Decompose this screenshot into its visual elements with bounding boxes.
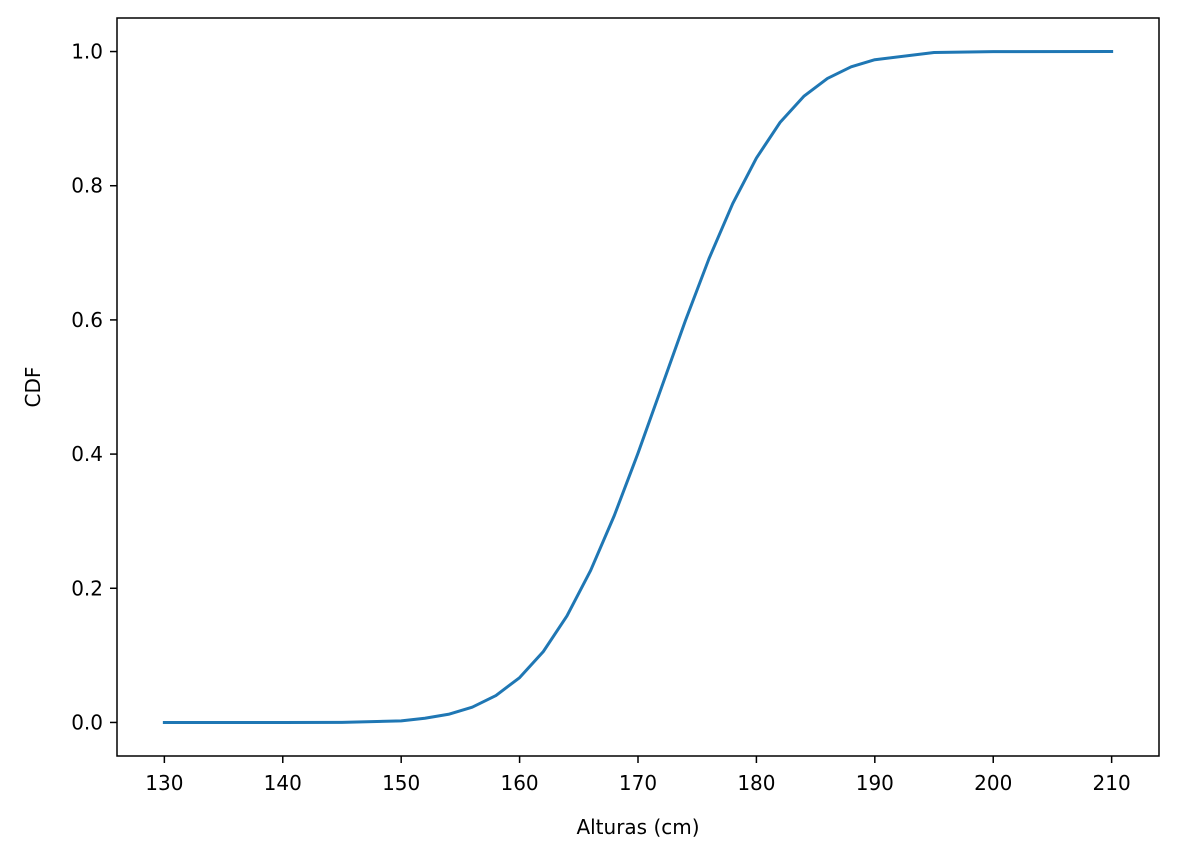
x-tick-label: 210 xyxy=(1093,771,1131,795)
x-tick-label: 180 xyxy=(737,771,775,795)
y-tick-label: 0.6 xyxy=(71,308,103,332)
x-tick-label: 140 xyxy=(264,771,302,795)
plot-frame xyxy=(116,17,1160,757)
y-tick-label: 1.0 xyxy=(71,40,103,64)
y-tick-label: 0.4 xyxy=(71,442,103,466)
y-tick-label: 0.2 xyxy=(71,576,103,600)
x-axis-label: Alturas (cm) xyxy=(576,815,699,839)
x-tick-label: 130 xyxy=(145,771,183,795)
ticks-layer: 130 140 150 160 170 180 190 200 210 0.0 0.2 0.4 0.6 0… xyxy=(71,40,1131,795)
y-tick-label: 0.0 xyxy=(71,710,103,734)
x-tick-label: 170 xyxy=(619,771,657,795)
series-layer xyxy=(162,50,1114,724)
y-tick-label: 0.8 xyxy=(71,174,103,198)
x-tick-label: 150 xyxy=(382,771,420,795)
x-tick-label: 190 xyxy=(856,771,894,795)
y-axis-label: CDF xyxy=(21,367,45,408)
x-tick-label: 200 xyxy=(974,771,1012,795)
cdf-series-line xyxy=(162,50,1114,724)
x-tick-label: 160 xyxy=(500,771,538,795)
plot-background xyxy=(117,18,1159,756)
